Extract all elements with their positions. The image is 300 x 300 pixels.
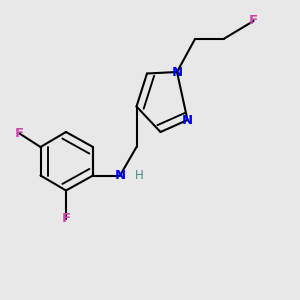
Text: N: N <box>171 65 183 79</box>
Text: F: F <box>249 14 258 28</box>
Text: N: N <box>182 113 193 127</box>
Text: F: F <box>15 127 24 140</box>
Text: H: H <box>135 169 144 182</box>
Text: N: N <box>114 169 126 182</box>
Text: F: F <box>61 212 70 226</box>
